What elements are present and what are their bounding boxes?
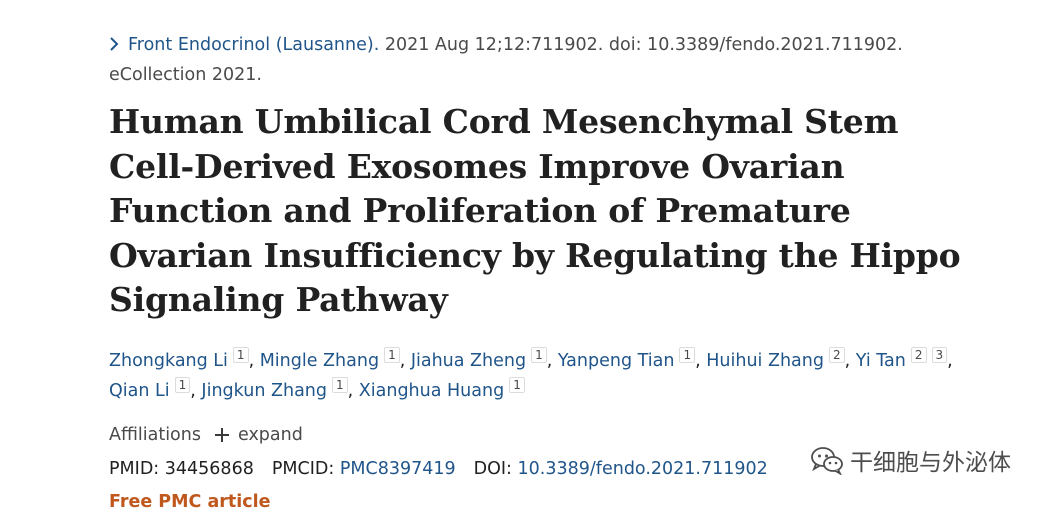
affiliation-number[interactable]: 1 [174, 376, 191, 393]
affiliations-expand-button[interactable]: expand [214, 420, 303, 450]
article-header: Front Endocrinol (Lausanne). 2021 Aug 12… [109, 30, 1029, 517]
doi-label: DOI: [473, 458, 512, 479]
author-name[interactable]: Yanpeng Tian [557, 350, 675, 371]
author-name[interactable]: Xianghua Huang [358, 380, 505, 401]
affiliation-number[interactable]: 1 [679, 346, 696, 363]
pmid-value: 34456868 [164, 458, 254, 479]
citation: Front Endocrinol (Lausanne). 2021 Aug 12… [109, 30, 1029, 90]
affiliation-number[interactable]: 1 [332, 376, 348, 393]
citation-line-1: Front Endocrinol (Lausanne). 2021 Aug 12… [109, 30, 1029, 60]
citation-line-2: eCollection 2021. [109, 65, 262, 85]
author-name[interactable]: Huihui Zhang [706, 350, 824, 371]
author-name[interactable]: Jingkun Zhang [201, 380, 327, 401]
free-pmc-article-link[interactable]: Free PMC article [109, 491, 271, 512]
affiliation-number[interactable]: 3 [931, 346, 948, 363]
identifiers: PMID: 34456868 PMCID: PMC8397419 DOI: 10… [109, 454, 1029, 484]
pmcid: PMCID: PMC8397419 [272, 454, 456, 484]
author-name[interactable]: Mingle Zhang [259, 350, 380, 371]
author-name[interactable]: Yi Tan [855, 350, 906, 371]
wechat-icon [811, 447, 843, 475]
author-separator: , [399, 350, 411, 371]
authors-list: Zhongkang Li 1, Mingle Zhang 1, Jiahua Zhe… [109, 346, 969, 406]
pmcid-link[interactable]: PMC8397419 [339, 458, 456, 479]
author-separator: , [248, 350, 260, 371]
watermark-text: 干细胞与外泌体 [850, 450, 1011, 476]
author-separator: , [695, 350, 707, 371]
pmcid-label: PMCID: [271, 458, 335, 479]
affiliation-number[interactable]: 1 [232, 346, 249, 363]
author-name[interactable]: Zhongkang Li [109, 350, 228, 371]
pmid-label: PMID: [109, 458, 160, 479]
author-separator: , [190, 380, 202, 401]
plus-icon [214, 427, 229, 442]
author-separator: , [347, 380, 359, 401]
doi-link[interactable]: 10.3389/fendo.2021.711902 [517, 458, 768, 479]
affiliation-number[interactable]: 1 [531, 346, 547, 363]
citation-details: 2021 Aug 12;12:711902. doi: 10.3389/fend… [379, 35, 903, 55]
affiliation-number[interactable]: 2 [910, 346, 927, 363]
affiliations-label: Affiliations [109, 424, 201, 445]
watermark: 干细胞与外泌体 [810, 443, 1011, 477]
chevron-right-icon [109, 37, 119, 51]
affiliation-number[interactable]: 2 [828, 346, 845, 363]
pmid: PMID: 34456868 [109, 454, 254, 484]
affiliation-number[interactable]: 1 [509, 376, 525, 393]
author-name[interactable]: Jiahua Zheng [410, 350, 527, 371]
journal-link[interactable]: Front Endocrinol (Lausanne). [128, 35, 380, 55]
article-title: Human Umbilical Cord Mesenchymal Stem Ce… [109, 102, 961, 319]
expand-label: expand [237, 424, 303, 445]
author-separator: , [947, 350, 953, 371]
doi: DOI: 10.3389/fendo.2021.711902 [474, 454, 768, 484]
author-name[interactable]: Qian Li [109, 380, 170, 401]
affiliations-row: Affiliations expand [109, 420, 1029, 450]
affiliation-number[interactable]: 1 [384, 346, 400, 363]
author-separator: , [546, 350, 558, 371]
author-separator: , [844, 350, 856, 371]
